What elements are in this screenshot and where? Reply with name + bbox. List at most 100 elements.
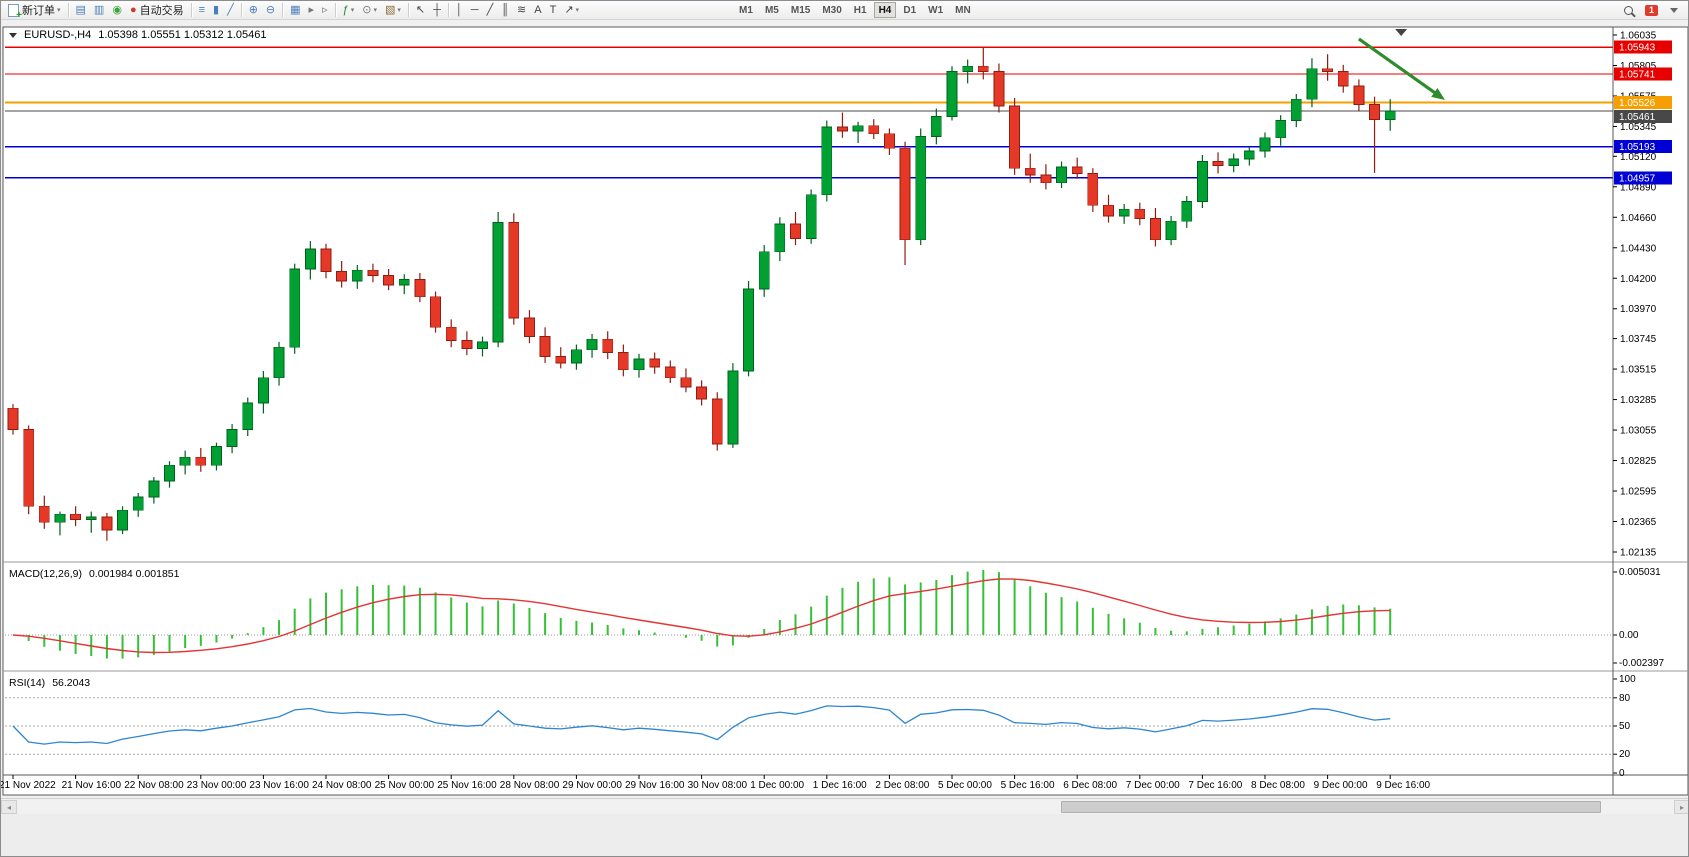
candle-body	[195, 456, 207, 466]
candle-body	[930, 116, 942, 137]
timeframe-h1[interactable]: H1	[853, 4, 867, 16]
chart-shift-marker[interactable]	[1395, 29, 1408, 36]
candle-body	[1275, 120, 1287, 139]
periods-icon[interactable]: ⊙ ▾	[358, 2, 381, 19]
candle-body	[461, 340, 473, 349]
price-tag-1.05943[interactable]: 1.05943	[1614, 40, 1672, 54]
trend-arrow-annotation[interactable]	[1357, 37, 1440, 97]
vertical-line-icon: │	[455, 3, 463, 16]
timeframe-h4[interactable]: H4	[873, 2, 897, 18]
price-axis-label: 1.02365	[1620, 517, 1657, 528]
price-tag-1.04957[interactable]: 1.04957	[1614, 171, 1672, 185]
chart-canvas[interactable]: 0.0050310.00-0.00239710080502001.060351.…	[1, 20, 1689, 798]
svg-text:1.05943: 1.05943	[1619, 43, 1656, 54]
toolbar-overflow-icon[interactable]	[1670, 8, 1678, 13]
auto-scroll-icon[interactable]: ▸	[305, 2, 319, 19]
equidistant-channel-icon[interactable]: ║	[497, 2, 513, 19]
alerts-icon[interactable]: ◉	[108, 2, 126, 19]
time-axis[interactable]: 21 Nov 2022 21 Nov 16:00 22 Nov 08:00 23 No…	[1, 775, 1431, 791]
candle-body	[54, 513, 66, 523]
timeframe-m15[interactable]: M15	[790, 4, 811, 16]
candlestick-chart-icon[interactable]: ▮	[209, 2, 223, 19]
price-axis-label: 1.06035	[1620, 31, 1657, 42]
cursor-icon[interactable]: ↖	[412, 2, 429, 19]
candle-body	[1322, 68, 1333, 72]
fibonacci-icon[interactable]: ≋	[513, 2, 530, 19]
notification-badge[interactable]: 1	[1644, 4, 1658, 17]
candle-body	[1353, 85, 1365, 105]
horizontal-line-icon[interactable]: ─	[467, 2, 483, 19]
price-tag-1.05193[interactable]: 1.05193	[1614, 140, 1672, 154]
svg-text:-0.002397: -0.002397	[1619, 658, 1664, 669]
zoom-out-icon[interactable]: ⊖	[262, 2, 279, 19]
trendline-icon[interactable]: ╱	[483, 2, 498, 19]
hscroll-left-arrow[interactable]: ◂	[1, 800, 17, 814]
candle-body	[1306, 68, 1318, 100]
timeframe-m1[interactable]: M1	[739, 4, 753, 16]
text-label-icon: T	[549, 3, 557, 16]
candle-body	[226, 428, 238, 448]
price-tag-1.05741[interactable]: 1.05741	[1614, 67, 1672, 81]
new-order-icon	[8, 3, 22, 21]
crosshair-icon[interactable]: ┼	[429, 2, 445, 19]
svg-text:0.00: 0.00	[1619, 630, 1639, 641]
candle-body	[289, 268, 301, 348]
candle-body	[477, 341, 488, 349]
candle-body	[117, 509, 128, 531]
chart-window-icon[interactable]: ▤	[72, 2, 90, 19]
new-order-button-label: 新订单	[22, 5, 55, 17]
candlestick-chart-icon: ▮	[213, 3, 220, 16]
text-label-icon[interactable]: T	[546, 2, 561, 19]
bar-chart-icon[interactable]: ≡	[195, 2, 209, 19]
search-icon[interactable]	[1623, 6, 1633, 15]
profiles-icon[interactable]: ▥	[90, 2, 108, 19]
price-tag-1.05526[interactable]: 1.05526	[1614, 95, 1672, 109]
price-tag-1.05461[interactable]: 1.05461	[1614, 109, 1672, 123]
candle-body	[1103, 204, 1114, 217]
alerts-icon: ◉	[112, 3, 122, 16]
candle-body	[1040, 174, 1052, 184]
hscroll-thumb[interactable]	[1061, 801, 1601, 813]
svg-text:0: 0	[1619, 768, 1625, 779]
chart-shift-icon[interactable]: ▹	[318, 2, 332, 19]
time-axis-label: 25 Nov 16:00	[437, 780, 497, 791]
svg-text:80: 80	[1619, 693, 1631, 704]
timeframe-m30[interactable]: M30	[822, 4, 842, 16]
timeframe-d1[interactable]: D1	[903, 4, 917, 16]
templates-icon[interactable]: ▧ ▾	[381, 2, 405, 19]
candle-body	[805, 194, 817, 239]
hscroll-right-arrow[interactable]: ▸	[1674, 800, 1688, 814]
candle-body	[492, 222, 504, 343]
candle-body	[1071, 166, 1083, 174]
candle-body	[1290, 98, 1302, 121]
new-order-button[interactable]: 新订单▾	[4, 2, 65, 21]
dropdown-caret-icon: ▾	[575, 7, 580, 14]
zoom-in-icon[interactable]: ⊕	[245, 2, 262, 19]
price-axis-label: 1.02135	[1620, 548, 1657, 559]
horizontal-scrollbar[interactable]: ◂ ▸	[1, 798, 1688, 814]
candle-body	[414, 279, 426, 298]
one-click-trading-toggle[interactable]	[9, 32, 17, 38]
candle-body	[398, 279, 410, 286]
profiles-icon: ▥	[93, 3, 105, 16]
svg-text:100: 100	[1619, 674, 1636, 685]
autotrading-button[interactable]: ● 自动交易	[126, 2, 188, 19]
candle-body	[445, 326, 457, 341]
time-axis-label: 7 Dec 00:00	[1126, 780, 1180, 791]
line-chart-icon[interactable]: ╱	[223, 2, 238, 19]
candle-body	[664, 366, 676, 379]
crosshair-icon: ┼	[433, 3, 441, 16]
time-axis-label: 7 Dec 16:00	[1188, 780, 1242, 791]
timeframe-mn[interactable]: MN	[955, 4, 971, 16]
arrows-icon[interactable]: ↗ ▾	[560, 2, 583, 19]
candle-body	[633, 358, 645, 371]
candle-body	[555, 356, 567, 364]
vertical-line-icon[interactable]: │	[452, 2, 467, 19]
candle-body	[257, 377, 269, 404]
candle-body	[7, 407, 19, 430]
timeframe-m5[interactable]: M5	[764, 4, 779, 16]
indicators-icon[interactable]: ƒ ▾	[339, 2, 359, 19]
text-icon[interactable]: A	[530, 2, 545, 19]
tile-windows-icon[interactable]: ▦	[286, 2, 304, 19]
timeframe-w1[interactable]: W1	[928, 4, 944, 16]
